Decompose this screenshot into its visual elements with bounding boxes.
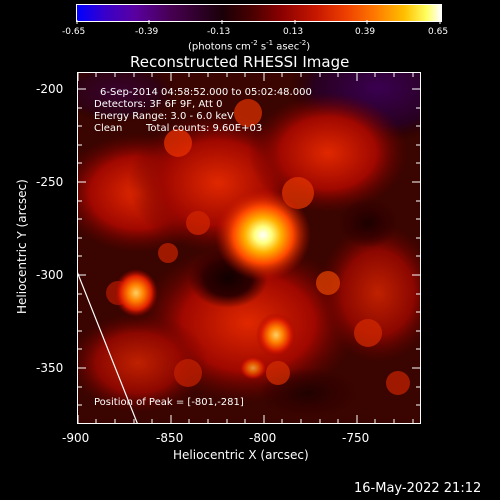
x-tick-label: -900 <box>62 431 90 445</box>
solar-image <box>78 73 420 423</box>
y-axis-label: Heliocentric Y (arcsec) <box>15 179 29 314</box>
plot-title: Reconstructed RHESSI Image <box>130 53 350 71</box>
y-tick-label: -350 <box>36 361 64 375</box>
unit-part: ) <box>306 41 311 53</box>
x-tick-label: -750 <box>342 431 370 445</box>
unit-exponent: -2 <box>299 39 307 47</box>
energy-range-label: Energy Range: 3.0 - 6.0 keV <box>94 111 234 122</box>
colorbar-tick-label: 0.13 <box>283 27 304 37</box>
timestamp-label: 16-May-2022 21:12 <box>354 481 482 496</box>
unit-exponent: -1 <box>266 39 274 47</box>
colorbar-tick-label: -0.13 <box>207 27 231 37</box>
unit-part: (photons cm <box>188 41 251 53</box>
solar-limb-line <box>78 272 138 423</box>
solar-image-render <box>78 73 420 423</box>
x-axis-label: Heliocentric X (arcsec) <box>173 448 309 462</box>
peak-position-label: Position of Peak = [-801,-281] <box>94 397 244 408</box>
total-counts-label: Total counts: 9.60E+03 <box>146 123 263 134</box>
colorbar-tick-label: -0.39 <box>135 27 159 37</box>
unit-part: s <box>257 41 267 53</box>
y-tick-label: -250 <box>36 175 64 189</box>
detectors-label: Detectors: 3F 6F 9F, Att 0 <box>94 99 223 110</box>
unit-part: asec <box>273 41 300 53</box>
colorbar-tick-label: -0.65 <box>62 27 86 37</box>
time-range-label: 6-Sep-2014 04:58:52.000 to 05:02:48.000 <box>100 87 312 98</box>
colorbar-tick-label: 0.65 <box>428 27 449 37</box>
plot-frame <box>77 72 421 424</box>
colorbar-unit-label: (photons cm-2 s-1 asec-2) <box>188 40 310 52</box>
unit-exponent: -2 <box>250 39 258 47</box>
x-tick-label: -850 <box>156 431 184 445</box>
colorbar-tick-label: 0.39 <box>355 27 376 37</box>
y-tick-label: -300 <box>36 268 64 282</box>
colorbar <box>76 4 442 22</box>
x-tick-label: -800 <box>249 431 277 445</box>
y-tick-label: -200 <box>36 82 64 96</box>
colorbar-ticks <box>76 20 441 24</box>
clean-label: Clean <box>94 123 123 134</box>
